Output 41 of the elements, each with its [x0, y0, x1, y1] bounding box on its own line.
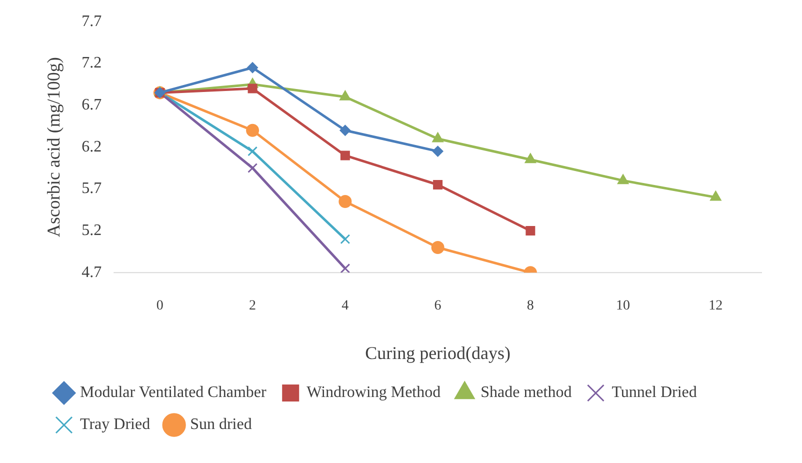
point — [340, 234, 350, 244]
point — [340, 150, 350, 160]
x-axis-title: Curing period(days) — [365, 342, 511, 363]
point — [248, 146, 258, 156]
point — [338, 194, 352, 208]
y-tick-label: 7.2 — [82, 54, 102, 72]
point — [248, 163, 258, 174]
legend-label: Sun dried — [190, 416, 252, 434]
y-tick-label: 4.7 — [82, 264, 102, 281]
y-tick-label: 6.7 — [82, 96, 102, 114]
point — [432, 132, 444, 142]
legend-label: Windrowing Method — [306, 384, 441, 402]
point — [340, 124, 351, 136]
legend-label: Modular Ventilated Chamber — [80, 384, 267, 402]
point — [432, 146, 444, 157]
point — [339, 90, 351, 100]
legend-label: Tray Dried — [80, 416, 150, 434]
x-tick-label: 12 — [708, 298, 723, 314]
x-tick-label: 6 — [434, 298, 442, 314]
point — [247, 62, 258, 74]
x-tick-label: 4 — [342, 298, 349, 314]
point — [617, 174, 629, 184]
y-tick-label: 5.2 — [82, 222, 102, 239]
y-tick-label: 7.7 — [82, 12, 102, 30]
point — [710, 190, 722, 201]
point — [433, 180, 443, 190]
x-tick-label: 2 — [249, 298, 256, 314]
y-axis-title: Ascorbic acid (mg/100g) — [44, 57, 64, 238]
point — [526, 226, 536, 236]
x-tick-label: 10 — [616, 298, 630, 314]
point — [340, 263, 350, 273]
x-tick-label: 0 — [156, 298, 164, 314]
point — [524, 153, 536, 164]
y-tick-label: 5.7 — [82, 180, 102, 198]
point — [246, 124, 260, 137]
point — [431, 241, 444, 254]
legend-label: Shade method — [480, 384, 572, 402]
y-tick-label: 6.2 — [82, 138, 102, 156]
x-tick-label: 8 — [526, 298, 534, 314]
point — [248, 84, 258, 94]
legend-label: Tunnel Dried — [612, 384, 697, 402]
